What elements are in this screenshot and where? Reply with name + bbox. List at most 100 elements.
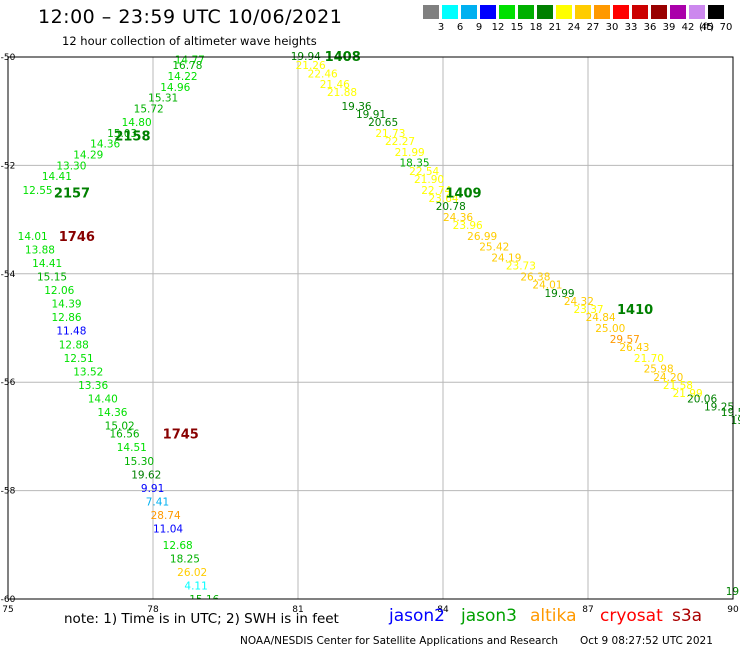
pass-time-label: 2158 — [114, 130, 150, 145]
scale-swatch — [651, 5, 667, 19]
satellite-s3a: s3a — [672, 606, 703, 626]
scale-tick-label: 42 — [681, 22, 695, 33]
swh-value: 15.16 — [189, 594, 219, 606]
swh-value: 14.41 — [32, 258, 62, 270]
swh-value: 21.46 — [320, 79, 350, 91]
scale-tick-label: 3 — [437, 22, 445, 33]
scale-tick-label: 70 — [719, 22, 733, 33]
swh-value: 23.96 — [453, 220, 483, 232]
swh-value: 25.42 — [479, 242, 509, 254]
lon-tick-label: 81 — [292, 605, 303, 615]
swh-value: 26.02 — [177, 567, 207, 579]
swh-value: 26.99 — [467, 231, 497, 243]
generated-timestamp: Oct 9 08:27:52 UTC 2021 — [580, 635, 713, 647]
scale-tick-label: 27 — [586, 22, 600, 33]
scale-swatch — [689, 5, 705, 19]
satellite-altika: altika — [530, 606, 577, 626]
swh-value: 14.39 — [52, 299, 82, 311]
swh-value: 19.5 — [721, 407, 740, 419]
scale-swatch — [594, 5, 610, 19]
swh-value: 25.00 — [595, 323, 625, 335]
swh-value: 15.72 — [134, 103, 164, 115]
scale-swatch — [480, 5, 496, 19]
swh-value: 14.01 — [18, 231, 48, 243]
swh-value: 12.51 — [64, 353, 94, 365]
swh-value: 19 — [731, 415, 740, 427]
swh-value: 14.29 — [73, 150, 103, 162]
swh-value: 22.27 — [385, 136, 415, 148]
pass-time-label: 1746 — [59, 230, 95, 245]
scale-tick-label: 24 — [567, 22, 581, 33]
swh-value: 14.40 — [88, 393, 118, 405]
swh-value: 24.84 — [586, 312, 616, 324]
scale-tick-label: 36 — [643, 22, 657, 33]
swh-value: 12.68 — [163, 540, 193, 552]
scale-tick-label: 30 — [605, 22, 619, 33]
swh-value: 7.41 — [146, 496, 169, 508]
swh-value: 14.22 — [168, 71, 198, 83]
swh-value: 11.48 — [56, 326, 86, 338]
swh-value: 20.06 — [687, 393, 717, 405]
swh-value: 20.78 — [436, 201, 466, 213]
swh-value: 16.78 — [172, 60, 202, 72]
lat-tick-label: -60 — [1, 595, 16, 605]
lon-tick-label: 90 — [727, 605, 739, 615]
swh-value: 22.74 — [421, 185, 451, 197]
swh-value: 23.73 — [506, 261, 536, 273]
swh-value: 15.15 — [37, 272, 67, 284]
map-subtitle: 12 hour collection of altimeter wave hei… — [62, 34, 317, 48]
lon-tick-label: 75 — [2, 605, 13, 615]
satellite-jason2: jason2 — [389, 606, 445, 626]
swh-value: 24.32 — [564, 296, 594, 308]
swh-value: 24.19 — [491, 253, 521, 265]
swh-value: 13.30 — [56, 160, 86, 172]
map-title: 12:00 – 23:59 UTC 10/06/2021 — [38, 6, 343, 28]
scale-swatch — [461, 5, 477, 19]
footnote: note: 1) Time is in UTC; 2) SWH is in fe… — [64, 611, 339, 627]
swh-value: 23.64 — [429, 193, 459, 205]
swh-value: 4.11 — [184, 580, 207, 592]
swh-value: 23.37 — [574, 304, 604, 316]
lon-tick-label: 78 — [147, 605, 159, 615]
swh-value: 25.98 — [644, 364, 674, 376]
scale-tick-label: 45 — [700, 22, 714, 33]
swh-value: 18.35 — [400, 158, 430, 170]
scale-tick-label: 15 — [510, 22, 524, 33]
swh-value: 14.80 — [122, 117, 152, 129]
swh-value: 16.56 — [110, 429, 140, 441]
swh-value: 28.74 — [151, 510, 181, 522]
swh-value: 19.36 — [342, 101, 372, 113]
credit-line: NOAA/NESDIS Center for Satellite Applica… — [240, 635, 558, 647]
scale-swatch — [708, 5, 724, 19]
swh-value: 19 — [726, 586, 739, 598]
pass-time-label: 1410 — [617, 303, 653, 318]
scale-tick-label: 9 — [475, 22, 483, 33]
swh-value: 12.86 — [52, 312, 82, 324]
swh-value: 21.99 — [395, 147, 425, 159]
swh-value: 26.43 — [619, 342, 649, 354]
scale-tick-label: 18 — [529, 22, 543, 33]
swh-value: 21.73 — [375, 128, 405, 140]
swh-value: 12.06 — [44, 285, 74, 297]
swh-value: 15.30 — [124, 456, 154, 468]
swh-value: 20.65 — [368, 117, 398, 129]
swh-value: 22.54 — [409, 166, 439, 178]
swh-value: 21.88 — [327, 87, 357, 99]
scale-swatch — [499, 5, 515, 19]
swh-value: 12.55 — [23, 185, 53, 197]
swh-value: 13.52 — [73, 366, 103, 378]
swh-value: 22.46 — [308, 68, 338, 80]
map-frame — [7, 56, 734, 600]
swh-value: 21.58 — [663, 380, 693, 392]
swh-value: 15.31 — [148, 93, 178, 105]
pass-time-label: 1745 — [163, 428, 199, 443]
swh-value: 14.36 — [90, 139, 120, 151]
scale-tick-label: 21 — [548, 22, 562, 33]
scale-swatch — [670, 5, 686, 19]
swh-value: 21.99 — [673, 388, 703, 400]
lon-tick-label: 87 — [582, 605, 593, 615]
swh-value: 15.03 — [107, 128, 137, 140]
swh-value: 19.62 — [131, 469, 161, 481]
